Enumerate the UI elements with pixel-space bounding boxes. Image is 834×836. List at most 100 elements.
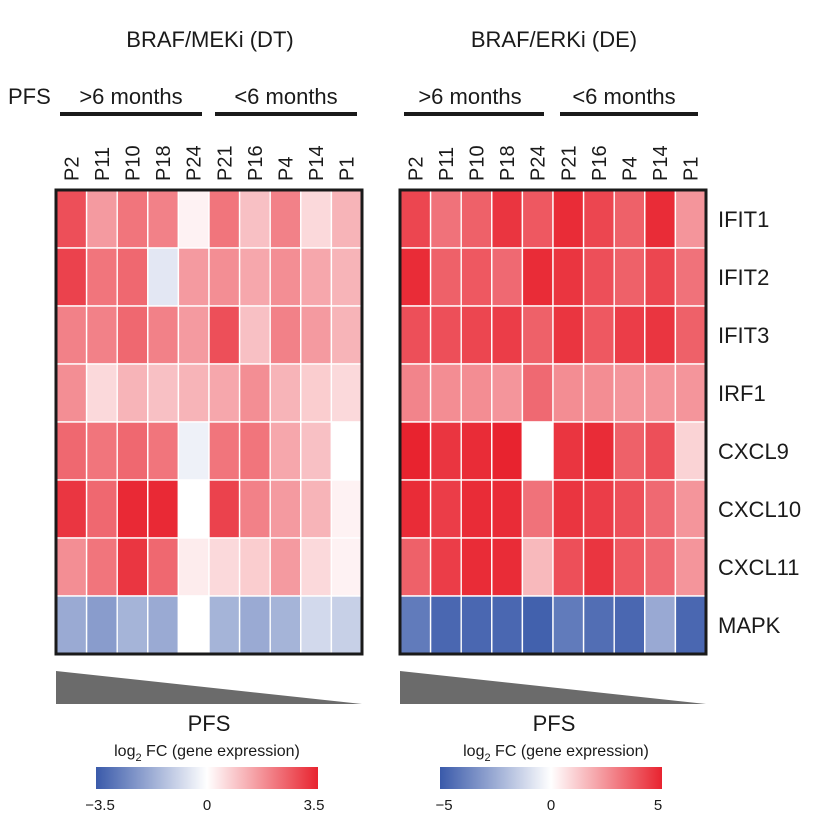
heatmap-cell-cxcl10-p16: [582, 479, 615, 539]
heatmap-cell-mapk-p10: [116, 595, 149, 655]
heatmap-cell-cxcl9-p10: [116, 421, 149, 481]
heatmap-cell-cxcl9-p24: [521, 421, 554, 481]
heatmap-cell-ifit3-p2: [55, 305, 88, 365]
row-label-cxcl11: CXCL11: [718, 555, 800, 580]
heatmap-cell-irf1-p16: [582, 363, 615, 423]
heatmap-cell-ifit3-p2: [399, 305, 432, 365]
heatmap-cell-irf1-p24: [521, 363, 554, 423]
row-label-ifit1: IFIT1: [718, 207, 769, 232]
panel-title-dt: BRAF/MEKi (DT): [126, 27, 293, 52]
heatmap-cell-cxcl10-p14: [300, 479, 333, 539]
heatmap-cell-ifit2-p21: [552, 247, 585, 307]
pfs-wedge-label-de: PFS: [533, 711, 576, 736]
heatmap-cell-cxcl10-p24: [521, 479, 554, 539]
row-label-mapk: MAPK: [718, 613, 781, 638]
column-label-p24: P24: [528, 145, 550, 181]
heatmap-cell-mapk-p4: [613, 595, 646, 655]
heatmap-cell-cxcl11-p14: [644, 537, 677, 597]
heatmap-cell-ifit3-p18: [491, 305, 524, 365]
heatmap-cell-ifit3-p24: [177, 305, 210, 365]
heatmap-cell-cxcl11-p21: [208, 537, 241, 597]
heatmap-cell-ifit2-p1: [330, 247, 363, 307]
heatmap-cell-cxcl11-p1: [674, 537, 707, 597]
heatmap-cell-ifit2-p10: [460, 247, 493, 307]
column-label-p18: P18: [497, 145, 519, 181]
heatmap-cell-ifit3-p11: [85, 305, 118, 365]
column-label-p10: P10: [123, 145, 145, 181]
heatmap-cell-cxcl9-p11: [85, 421, 118, 481]
heatmap-dt: P2 P11 P10 P18 P24 P21 P16 P4 P14 P1: [54, 145, 364, 656]
heatmap-cell-mapk-p4: [269, 595, 302, 655]
heatmap-cell-ifit2-p16: [582, 247, 615, 307]
column-label-p11: P11: [92, 147, 114, 181]
heatmap-cell-mapk-p16: [238, 595, 271, 655]
column-label-p16: P16: [589, 145, 611, 181]
column-label-p2: P2: [61, 157, 83, 181]
colorbar-dt: [96, 767, 318, 789]
heatmap-cell-cxcl11-p1: [330, 537, 363, 597]
heatmap-cell-cxcl11-p24: [177, 537, 210, 597]
heatmap-cell-mapk-p18: [147, 595, 180, 655]
colorbar-title-rest: FC (gene expression): [491, 743, 649, 760]
heatmap-cell-mapk-p2: [399, 595, 432, 655]
column-label-p16: P16: [245, 145, 267, 181]
heatmap-cell-ifit2-p18: [491, 247, 524, 307]
heatmap-cell-irf1-p18: [491, 363, 524, 423]
heatmap-cell-ifit3-p14: [644, 305, 677, 365]
heatmap-cell-ifit1-p14: [300, 189, 333, 249]
heatmap-cell-ifit3-p4: [613, 305, 646, 365]
heatmap-cell-irf1-p18: [147, 363, 180, 423]
group-label-de-short: <6 months: [572, 84, 675, 109]
heatmap-cell-mapk-p11: [429, 595, 462, 655]
colorbar-title-rest: FC (gene expression): [142, 743, 300, 760]
heatmap-cell-ifit2-p11: [429, 247, 462, 307]
heatmap-cell-cxcl11-p2: [399, 537, 432, 597]
heatmap-cell-cxcl10-p21: [552, 479, 585, 539]
heatmap-cell-cxcl9-p2: [399, 421, 432, 481]
heatmap-cell-ifit3-p18: [147, 305, 180, 365]
heatmap-cell-cxcl10-p2: [399, 479, 432, 539]
heatmap-cell-irf1-p2: [55, 363, 88, 423]
heatmap-cell-ifit3-p11: [429, 305, 462, 365]
heatmap-cell-ifit2-p24: [177, 247, 210, 307]
group-bar-de-short: [560, 112, 698, 116]
column-label-p1: P1: [337, 157, 359, 181]
row-label-ifit3: IFIT3: [718, 323, 769, 348]
column-label-p21: P21: [214, 145, 236, 181]
heatmap-cell-cxcl9-p4: [613, 421, 646, 481]
heatmap-cell-cxcl11-p16: [582, 537, 615, 597]
heatmap-cell-cxcl9-p14: [644, 421, 677, 481]
heatmap-cell-mapk-p21: [208, 595, 241, 655]
heatmap-cell-mapk-p21: [552, 595, 585, 655]
heatmap-cell-ifit1-p21: [208, 189, 241, 249]
heatmap-cell-cxcl11-p10: [116, 537, 149, 597]
heatmap-cell-cxcl9-p14: [300, 421, 333, 481]
heatmap-cell-ifit1-p18: [147, 189, 180, 249]
heatmap-cell-cxcl9-p18: [147, 421, 180, 481]
heatmap-cell-cxcl11-p14: [300, 537, 333, 597]
heatmap-cell-ifit1-p1: [674, 189, 707, 249]
heatmap-cell-mapk-p11: [85, 595, 118, 655]
heatmap-border: [398, 188, 708, 656]
colorbar-tick-dt-mid: 0: [203, 797, 211, 814]
heatmap-cell-ifit2-p10: [116, 247, 149, 307]
row-label-ifit2: IFIT2: [718, 265, 769, 290]
heatmap-cell-cxcl10-p24: [177, 479, 210, 539]
pfs-wedge-de: [400, 671, 706, 704]
heatmap-cell-ifit2-p2: [55, 247, 88, 307]
heatmap-cell-cxcl10-p2: [55, 479, 88, 539]
heatmap-cell-cxcl10-p1: [330, 479, 363, 539]
column-label-p14: P14: [306, 145, 328, 181]
colorbar-title-dt: log2 FC (gene expression): [114, 743, 300, 764]
colorbar-title-sub: 2: [484, 752, 490, 764]
heatmap-cell-irf1-p11: [85, 363, 118, 423]
heatmap-cell-cxcl10-p18: [491, 479, 524, 539]
heatmap-cell-ifit1-p2: [399, 189, 432, 249]
heatmap-cell-irf1-p14: [300, 363, 333, 423]
heatmap-cell-mapk-p24: [521, 595, 554, 655]
pfs-group-label: PFS: [8, 84, 51, 109]
row-label-cxcl9: CXCL9: [718, 439, 789, 464]
colorbar-tick-de-min: −5: [435, 797, 452, 814]
row-label-irf1: IRF1: [718, 381, 766, 406]
